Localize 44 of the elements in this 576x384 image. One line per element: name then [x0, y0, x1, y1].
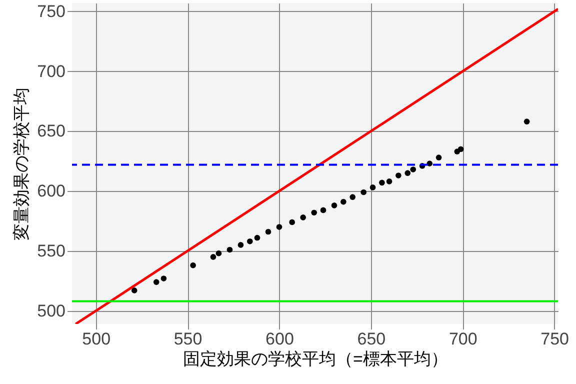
y-tick-label: 650 [37, 122, 66, 141]
x-tick-label: 700 [448, 330, 478, 348]
point [410, 166, 416, 172]
point [320, 207, 326, 214]
y-tick-label: 500 [37, 301, 66, 320]
point [436, 154, 442, 160]
y-tick-label: 600 [37, 182, 66, 201]
point [246, 238, 253, 244]
point [340, 198, 346, 205]
point [404, 170, 411, 176]
point [210, 254, 216, 260]
y-axis-title: 変量効果の学校平均 [12, 88, 32, 240]
point [289, 219, 295, 226]
point [265, 228, 272, 235]
y-tick-label: 750 [37, 2, 66, 21]
x-tick-label: 500 [82, 330, 111, 348]
x-tick-label: 650 [357, 330, 386, 348]
point [300, 214, 306, 220]
point [311, 210, 317, 216]
point [379, 180, 385, 186]
point [160, 276, 167, 282]
point [524, 118, 530, 124]
point [331, 202, 338, 208]
point [190, 262, 196, 268]
point [458, 146, 464, 152]
point [254, 234, 260, 241]
point [276, 224, 282, 230]
point [226, 246, 233, 253]
point [350, 194, 356, 200]
y-tick-label: 700 [37, 62, 66, 81]
x-axis-title: 固定効果の学校平均（=標本平均） [183, 350, 448, 368]
point [153, 279, 160, 285]
point [216, 250, 222, 256]
y-tick-label: 550 [37, 241, 66, 260]
x-tick-label: 600 [266, 330, 294, 348]
point [396, 172, 402, 178]
point [360, 189, 367, 196]
point [386, 178, 392, 184]
point [370, 184, 376, 190]
point [131, 288, 138, 294]
x-tick-label: 750 [540, 330, 570, 348]
point [238, 242, 244, 248]
x-tick-label: 550 [174, 330, 202, 348]
point [426, 160, 433, 166]
